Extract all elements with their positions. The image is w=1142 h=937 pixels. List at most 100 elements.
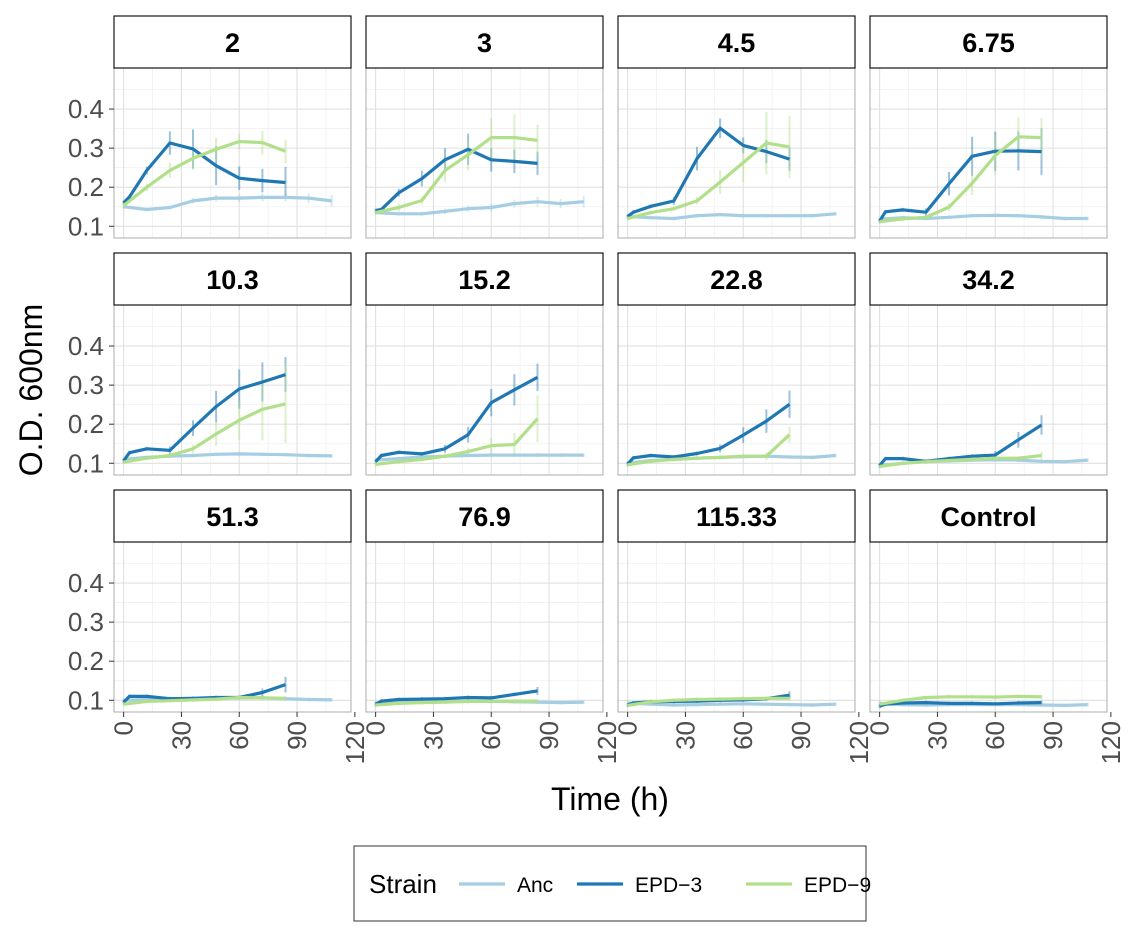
facet-strip bbox=[365, 252, 604, 306]
x-tick-label: 0 bbox=[613, 721, 643, 735]
facet-strip-label: 10.3 bbox=[206, 265, 259, 295]
facet-panel: 2 0.1 0.2 0.3 0.4 bbox=[68, 15, 352, 241]
facet-panel: 10.3 0.1 0.2 0.3 0.4 bbox=[68, 252, 352, 478]
facet-strip bbox=[113, 489, 352, 543]
series-line-epd-9 bbox=[375, 699, 538, 707]
y-tick-label: 0.1 bbox=[68, 211, 104, 241]
legend: Strain Anc EPD−3 EPD−9 bbox=[353, 845, 871, 922]
facet-strip-label: 4.5 bbox=[718, 28, 756, 58]
series-line-epd-9 bbox=[122, 139, 287, 207]
series-line-epd-9 bbox=[627, 141, 790, 221]
x-axis-title: Time (h) bbox=[551, 781, 669, 817]
panel-background bbox=[366, 305, 603, 475]
y-tick-label: 0.3 bbox=[68, 607, 104, 637]
series-line-anc bbox=[627, 212, 836, 221]
facet-strip-label: 2 bbox=[225, 28, 240, 58]
facet-strip bbox=[113, 252, 352, 306]
series-line-epd-3 bbox=[374, 689, 538, 706]
x-tick-label: 60 bbox=[224, 721, 254, 750]
series-line-epd-9 bbox=[879, 135, 1042, 224]
facet-strip bbox=[365, 15, 604, 69]
series-line-epd-3 bbox=[878, 423, 1043, 467]
series-line-anc bbox=[375, 453, 584, 462]
y-tick-label: 0.2 bbox=[68, 646, 104, 676]
x-tick-label: 90 bbox=[282, 721, 312, 750]
legend-entry-label: Anc bbox=[517, 874, 553, 897]
panel-background bbox=[366, 68, 603, 238]
facet-strip-label: 76.9 bbox=[458, 502, 511, 532]
series-line-epd-9 bbox=[627, 696, 790, 707]
y-tick-label: 0.3 bbox=[68, 133, 104, 163]
facet-strip bbox=[365, 489, 604, 543]
x-tick-label: 30 bbox=[670, 721, 700, 750]
series-line-epd-9 bbox=[879, 694, 1042, 706]
facet-strip-label: Control bbox=[941, 502, 1037, 532]
y-tick-label: 0.2 bbox=[68, 172, 104, 202]
x-tick-label: 60 bbox=[728, 721, 758, 750]
facet-strip-label: 115.33 bbox=[696, 502, 777, 532]
panel-background bbox=[870, 305, 1107, 475]
y-tick-label: 0.1 bbox=[68, 685, 104, 715]
facet-strip bbox=[869, 489, 1108, 543]
y-tick-label: 0.1 bbox=[68, 448, 104, 478]
x-tick-label: 30 bbox=[922, 721, 952, 750]
y-tick-label: 0.4 bbox=[68, 331, 104, 361]
facet-strip bbox=[617, 15, 856, 69]
legend-entry-label: EPD−9 bbox=[804, 874, 871, 897]
series-line-epd-3 bbox=[878, 149, 1042, 223]
x-tick-label: 0 bbox=[865, 721, 895, 735]
x-tick-label: 30 bbox=[418, 721, 448, 750]
series-line-epd-9 bbox=[375, 136, 538, 215]
panel-background bbox=[366, 542, 603, 712]
series-line-epd-3 bbox=[122, 373, 286, 462]
facet-strip-label: 6.75 bbox=[962, 28, 1015, 58]
facet-strip-label: 34.2 bbox=[962, 265, 1015, 295]
facet-panel: 4.5 bbox=[617, 15, 856, 239]
facet-strip bbox=[617, 489, 856, 543]
x-tick-label: 120 bbox=[592, 721, 622, 764]
facet-panel: 51.3 0.1 0.2 0.3 0.4 0 30 60 90 120 bbox=[68, 489, 370, 764]
series-line-epd-9 bbox=[879, 453, 1042, 468]
series-line-epd-9 bbox=[375, 417, 539, 466]
legend-entry-label: EPD−3 bbox=[635, 874, 702, 897]
x-tick-label: 120 bbox=[1096, 721, 1126, 764]
facet-panel: 3 bbox=[365, 15, 604, 239]
series-line-epd-3 bbox=[626, 403, 791, 466]
y-axis-title: O.D. 600nm bbox=[13, 304, 49, 477]
x-tick-label: 60 bbox=[476, 721, 506, 750]
panel-background bbox=[114, 542, 351, 712]
y-tick-label: 0.4 bbox=[68, 94, 104, 124]
panel-background bbox=[618, 542, 855, 712]
facet-panel: 34.2 bbox=[869, 252, 1108, 476]
facet-panel: 22.8 bbox=[617, 252, 856, 476]
x-tick-label: 60 bbox=[980, 721, 1010, 750]
series-line-anc bbox=[627, 701, 836, 707]
facet-strip bbox=[869, 252, 1108, 306]
series-line-anc bbox=[375, 200, 584, 216]
series-line-epd-9 bbox=[123, 695, 286, 706]
panel-background bbox=[618, 68, 855, 238]
x-tick-label: 0 bbox=[109, 721, 139, 735]
facet-strip-label: 3 bbox=[477, 28, 492, 58]
series-line-epd-3 bbox=[374, 375, 539, 463]
x-tick-label: 120 bbox=[844, 721, 874, 764]
x-tick-label: 120 bbox=[340, 721, 370, 764]
y-tick-label: 0.2 bbox=[68, 409, 104, 439]
facet-panel: 115.33 0 30 60 90 120 bbox=[613, 489, 874, 764]
series-line-anc bbox=[123, 195, 332, 212]
panel-background bbox=[618, 305, 855, 475]
facet-strip bbox=[113, 15, 352, 69]
x-tick-label: 90 bbox=[534, 721, 564, 750]
x-tick-label: 0 bbox=[361, 721, 391, 735]
series-line-epd-3 bbox=[122, 141, 286, 204]
facet-panel: Control 0 30 60 90 120 bbox=[865, 489, 1126, 764]
panel-background bbox=[114, 305, 351, 475]
panel-background bbox=[870, 542, 1107, 712]
y-tick-label: 0.4 bbox=[68, 568, 104, 598]
legend-title: Strain bbox=[369, 869, 437, 899]
facet-strip-label: 51.3 bbox=[206, 502, 259, 532]
y-tick-label: 0.3 bbox=[68, 370, 104, 400]
facet-panel: 15.2 bbox=[365, 252, 604, 476]
